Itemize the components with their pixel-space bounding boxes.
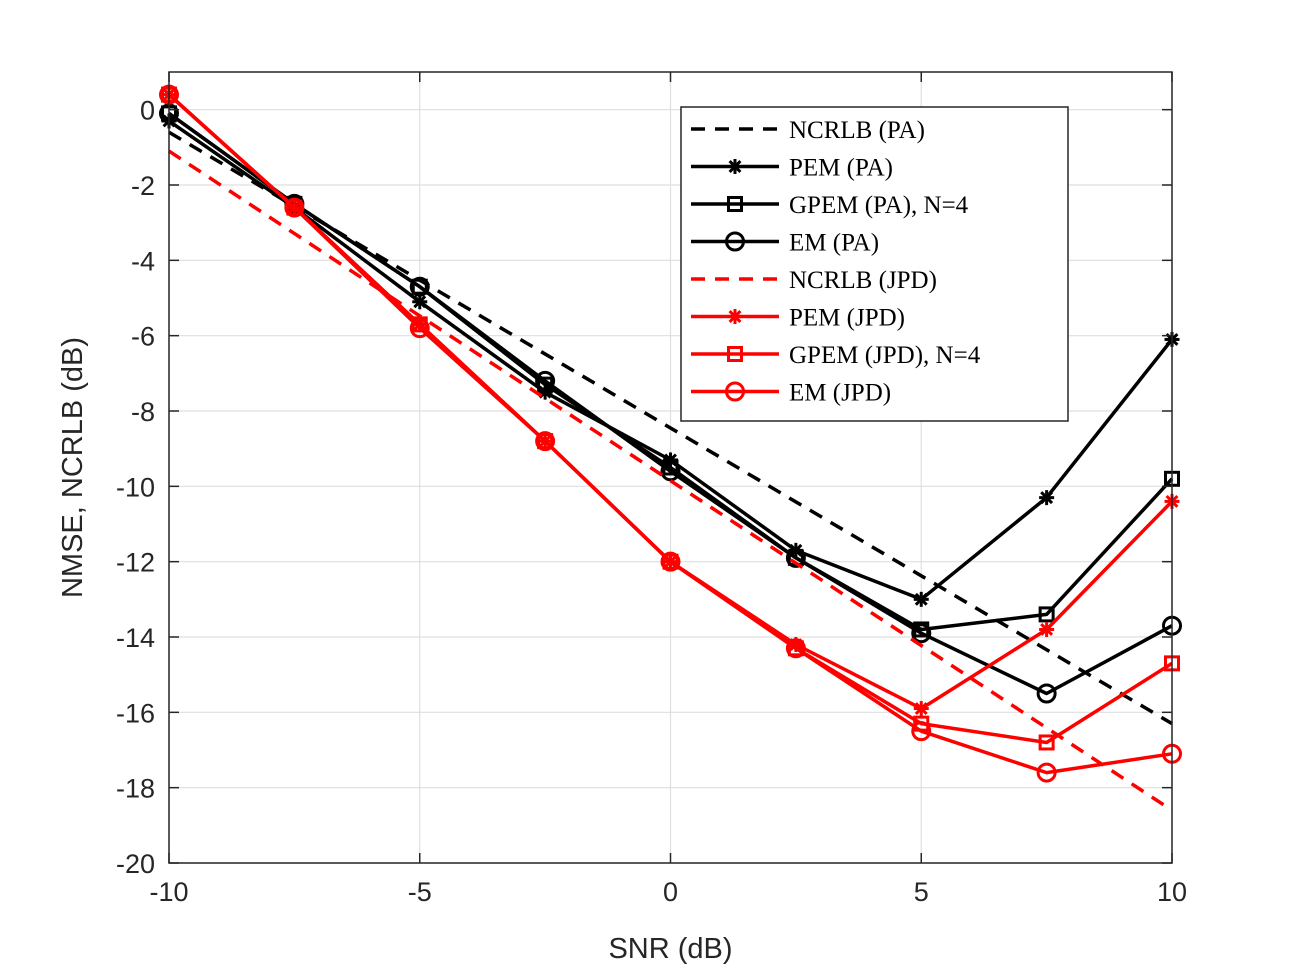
data-point [286, 199, 303, 216]
data-point [1039, 490, 1055, 506]
y-axis-title: NMSE, NCRLB (dB) [57, 337, 89, 598]
x-axis-title: SNR (dB) [608, 933, 732, 965]
y-tick-label: -16 [116, 698, 155, 728]
y-tick-label: -2 [131, 171, 155, 201]
marker-stroke [413, 295, 427, 309]
ticks: -10 -5 0 5 10 0 -2 -4 -6 -8 -10 -12 -14 -16 -18 -20 [116, 72, 1187, 907]
data-point [785, 638, 806, 659]
data-point [911, 721, 932, 742]
legend-marker [725, 231, 745, 252]
data-point [535, 431, 556, 452]
data-point [911, 623, 932, 644]
y-tick-label: 0 [140, 96, 155, 126]
legend-marker [727, 196, 743, 212]
legend-label: PEM (JPD) [789, 305, 905, 332]
x-tick-label: -5 [408, 877, 432, 907]
x-tick-label: 10 [1157, 877, 1187, 907]
data-point [913, 701, 929, 717]
data-point [660, 551, 681, 572]
data-point [537, 433, 554, 450]
y-tick-label: -10 [116, 472, 155, 502]
legend-marker [727, 159, 743, 174]
legend-label: EM (PA) [789, 230, 879, 257]
data-point [411, 278, 428, 295]
legend-label: GPEM (PA), N=4 [789, 192, 969, 219]
data-point [785, 547, 806, 568]
data-point [1036, 683, 1057, 704]
legend-item: EM (PA) [691, 230, 879, 257]
series-layer [159, 84, 1182, 812]
legend-item: GPEM (JPD), N=4 [691, 342, 981, 369]
data-point [409, 276, 430, 297]
legend: NCRLB (PA) PEM (PA) GPEM (PA), N=4 EM (PA) N… [680, 106, 1069, 422]
y-tick-label: -14 [116, 623, 155, 653]
marker-stroke [1040, 623, 1054, 636]
legend-item: NCRLB (PA) [691, 117, 925, 144]
series-line [168, 149, 1173, 812]
data-point [787, 640, 804, 657]
data-point [660, 461, 681, 482]
marker-stroke [728, 310, 742, 323]
x-tick-label: 5 [914, 877, 929, 907]
series-4 [168, 149, 1173, 812]
x-tick-label: -10 [149, 877, 188, 907]
series-3 [159, 103, 1182, 704]
x-tick-label: 0 [663, 877, 678, 907]
legend-label: NCRLB (JPD) [789, 267, 937, 294]
marker-stroke [1040, 491, 1054, 505]
legend-label: PEM (PA) [789, 155, 893, 182]
data-point [284, 197, 305, 218]
data-point [662, 553, 679, 570]
data-point [409, 318, 430, 339]
marker-stroke [914, 592, 928, 606]
data-point [412, 294, 428, 310]
data-point [1038, 734, 1055, 751]
y-tick-label: -20 [116, 849, 155, 879]
legend-box [680, 106, 1069, 422]
marker-stroke [914, 702, 928, 716]
y-tick-label: -8 [131, 397, 155, 427]
legend-item: NCRLB (JPD) [691, 267, 937, 294]
legend-label: EM (JPD) [789, 380, 891, 407]
y-tick-label: -4 [131, 246, 155, 276]
legend-marker [727, 346, 743, 362]
legend-item: EM (JPD) [691, 380, 891, 407]
y-tick-label: -12 [116, 548, 155, 578]
legend-item: PEM (JPD) [691, 305, 905, 332]
legend-label: NCRLB (PA) [789, 117, 925, 144]
legend-label: GPEM (JPD), N=4 [789, 342, 981, 369]
legend-marker [725, 381, 745, 402]
data-point [535, 370, 556, 391]
marker-stroke [728, 160, 742, 173]
data-point [1038, 606, 1055, 623]
series-line [167, 111, 1173, 696]
legend-item: GPEM (PA), N=4 [691, 192, 969, 219]
data-point [1039, 621, 1055, 637]
series-line [167, 93, 1173, 775]
data-point [913, 591, 929, 607]
y-tick-label: -18 [116, 774, 155, 804]
data-point [1036, 762, 1057, 783]
legend-marker [727, 309, 743, 324]
legend-item: PEM (PA) [691, 155, 893, 182]
y-tick-label: -6 [131, 322, 155, 352]
